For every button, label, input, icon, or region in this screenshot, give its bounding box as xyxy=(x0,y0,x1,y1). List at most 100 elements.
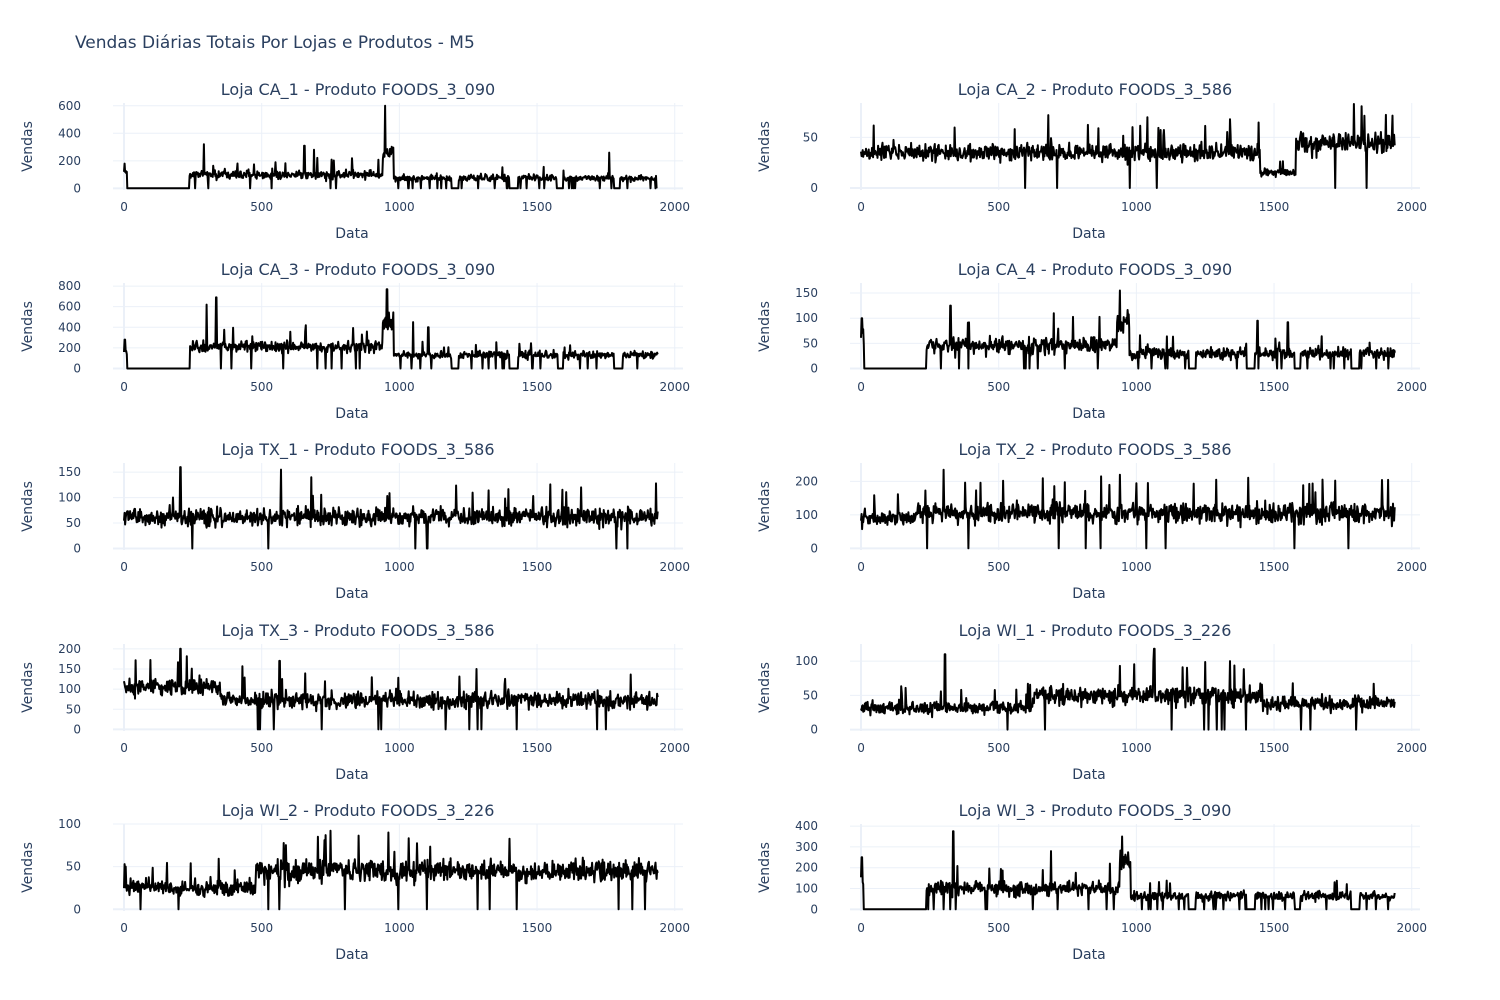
x-axis-title: Data xyxy=(335,586,368,602)
x-tick-label: 500 xyxy=(987,560,1010,574)
x-axis-title: Data xyxy=(335,767,368,783)
x-tick-label: 0 xyxy=(120,200,128,214)
x-tick-label: 1500 xyxy=(1259,741,1290,755)
x-tick-label: 1500 xyxy=(1259,921,1290,935)
y-axis-title: Vendas xyxy=(20,121,36,172)
x-tick-label: 1000 xyxy=(384,380,415,394)
series-line xyxy=(860,830,1396,911)
x-tick-label: 1500 xyxy=(1259,380,1290,394)
x-axis-title: Data xyxy=(1072,947,1105,963)
y-tick-label: 0 xyxy=(73,902,81,916)
x-tick-label: 1000 xyxy=(1121,380,1152,394)
x-tick-label: 500 xyxy=(987,921,1010,935)
y-tick-label: 150 xyxy=(58,465,81,479)
x-axis-title: Data xyxy=(335,947,368,963)
y-axis-title: Vendas xyxy=(757,842,773,893)
x-tick-label: 1000 xyxy=(384,741,415,755)
y-tick-label: 150 xyxy=(795,286,818,300)
y-tick-label: 0 xyxy=(810,181,818,195)
y-tick-label: 400 xyxy=(58,126,81,140)
y-axis-title: Vendas xyxy=(757,481,773,532)
y-tick-label: 0 xyxy=(73,361,81,375)
series-line xyxy=(860,647,1396,731)
y-axis-title: Vendas xyxy=(20,301,36,352)
y-axis-title: Vendas xyxy=(20,481,36,532)
x-tick-label: 1000 xyxy=(384,921,415,935)
x-tick-label: 1500 xyxy=(1259,560,1290,574)
y-tick-label: 50 xyxy=(803,130,818,144)
y-tick-label: 100 xyxy=(795,882,818,896)
y-tick-label: 400 xyxy=(58,320,81,334)
x-tick-label: 2000 xyxy=(659,560,690,574)
x-tick-label: 1500 xyxy=(522,200,553,214)
x-tick-label: 2000 xyxy=(659,380,690,394)
y-tick-label: 400 xyxy=(795,819,818,833)
x-axis-title: Data xyxy=(1072,226,1105,242)
y-tick-label: 600 xyxy=(58,99,81,113)
subplot-title: Loja CA_3 - Produto FOODS_3_090 xyxy=(221,260,495,280)
y-axis-title: Vendas xyxy=(20,662,36,713)
x-tick-label: 2000 xyxy=(659,200,690,214)
y-tick-label: 200 xyxy=(795,474,818,488)
y-tick-label: 50 xyxy=(803,688,818,702)
y-tick-label: 100 xyxy=(795,311,818,325)
y-tick-label: 0 xyxy=(73,181,81,195)
x-tick-label: 1500 xyxy=(522,380,553,394)
x-tick-label: 500 xyxy=(250,741,273,755)
x-tick-label: 2000 xyxy=(659,741,690,755)
x-tick-label: 1000 xyxy=(1121,200,1152,214)
x-axis-title: Data xyxy=(335,406,368,422)
x-axis-title: Data xyxy=(1072,586,1105,602)
x-tick-label: 0 xyxy=(857,741,865,755)
x-axis-title: Data xyxy=(335,226,368,242)
y-tick-label: 100 xyxy=(58,491,81,505)
x-tick-label: 2000 xyxy=(659,921,690,935)
x-tick-label: 1000 xyxy=(384,200,415,214)
y-tick-label: 100 xyxy=(795,654,818,668)
series-line xyxy=(860,289,1396,370)
y-tick-label: 50 xyxy=(803,336,818,350)
figure-title: Vendas Diárias Totais Por Lojas e Produt… xyxy=(75,33,475,53)
x-tick-label: 2000 xyxy=(1396,921,1427,935)
x-tick-label: 0 xyxy=(120,560,128,574)
subplot-title: Loja CA_4 - Produto FOODS_3_090 xyxy=(958,260,1232,280)
x-axis-title: Data xyxy=(1072,767,1105,783)
subplot-title: Loja CA_1 - Produto FOODS_3_090 xyxy=(221,80,495,100)
subplot-title: Loja CA_2 - Produto FOODS_3_586 xyxy=(958,80,1232,100)
y-tick-label: 300 xyxy=(795,840,818,854)
subplot-title: Loja TX_1 - Produto FOODS_3_586 xyxy=(221,440,494,460)
x-tick-label: 1000 xyxy=(1121,560,1152,574)
series-line xyxy=(123,466,659,550)
series-line xyxy=(123,647,659,731)
y-tick-label: 100 xyxy=(795,508,818,522)
x-tick-label: 1000 xyxy=(384,560,415,574)
y-axis-title: Vendas xyxy=(20,842,36,893)
y-tick-label: 600 xyxy=(58,300,81,314)
subplot-title: Loja TX_3 - Produto FOODS_3_586 xyxy=(221,621,494,641)
x-tick-label: 1500 xyxy=(522,560,553,574)
y-axis-title: Vendas xyxy=(757,121,773,172)
x-tick-label: 1500 xyxy=(1259,200,1290,214)
x-tick-label: 2000 xyxy=(1396,560,1427,574)
subplot-title: Loja WI_3 - Produto FOODS_3_090 xyxy=(959,801,1232,821)
y-tick-label: 0 xyxy=(810,902,818,916)
series-line xyxy=(123,288,659,370)
y-tick-label: 50 xyxy=(66,516,81,530)
x-tick-label: 1500 xyxy=(522,741,553,755)
x-tick-label: 0 xyxy=(857,921,865,935)
y-axis-title: Vendas xyxy=(757,301,773,352)
y-tick-label: 200 xyxy=(58,341,81,355)
y-axis-title: Vendas xyxy=(757,662,773,713)
x-tick-label: 500 xyxy=(250,380,273,394)
y-tick-label: 200 xyxy=(58,642,81,656)
y-tick-label: 200 xyxy=(58,154,81,168)
subplot-3: Loja CA_3 - Produto FOODS_3_090 0 500 1000 1… xyxy=(20,260,690,422)
y-tick-label: 150 xyxy=(58,662,81,676)
y-tick-label: 0 xyxy=(810,723,818,737)
subplot-title: Loja TX_2 - Produto FOODS_3_586 xyxy=(958,440,1231,460)
x-tick-label: 500 xyxy=(987,380,1010,394)
